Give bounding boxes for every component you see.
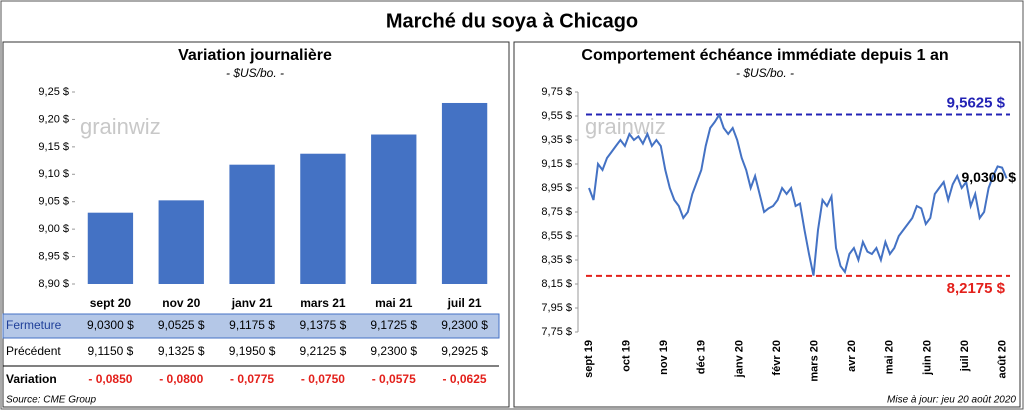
table-cell: 9,0300 $ xyxy=(87,318,134,332)
x-tick-label: mai 20 xyxy=(884,340,896,374)
table-cell: 9,0525 $ xyxy=(158,318,205,332)
y-tick-label: 7,95 $ xyxy=(541,302,572,314)
y-tick-label: 8,55 $ xyxy=(541,230,572,242)
table-cell: 9,1325 $ xyxy=(158,344,205,358)
x-tick-label: déc 19 xyxy=(696,340,708,374)
bar xyxy=(441,102,488,284)
update-date: Mise à jour: jeu 20 août 2020 xyxy=(887,395,1016,406)
x-tick-label: juil 21 xyxy=(447,296,482,310)
chart-subtitle: - $US/bo. - xyxy=(226,66,284,80)
table-cell: - 0,0775 xyxy=(230,372,274,386)
table-cell: 9,2300 $ xyxy=(441,318,488,332)
y-tick-label: 8,35 $ xyxy=(541,254,572,266)
x-tick-label: mars 20 xyxy=(809,340,821,382)
table-row-header: Variation xyxy=(6,372,57,386)
y-tick-label: 8,90 $ xyxy=(38,278,69,290)
y-tick-label: 9,05 $ xyxy=(38,196,69,208)
table-highlight-row xyxy=(2,313,500,339)
watermark: grainwiz xyxy=(585,114,666,139)
table-cell: 9,1950 $ xyxy=(229,344,276,358)
x-tick-label: févr 20 xyxy=(771,340,783,375)
table-cell: 9,2925 $ xyxy=(441,344,488,358)
table-cell: 9,1375 $ xyxy=(300,318,347,332)
x-tick-label: sept 20 xyxy=(90,296,132,310)
table-cell: - 0,0625 xyxy=(443,372,487,386)
chart-title: Comportement échéance immédiate depuis 1… xyxy=(581,47,948,64)
reference-label: 9,5625 $ xyxy=(947,94,1006,111)
bar xyxy=(300,153,346,284)
x-tick-label: nov 19 xyxy=(658,340,670,375)
table-row-header: Fermeture xyxy=(6,318,62,332)
last-value-label: 9,0300 $ xyxy=(962,169,1017,185)
x-tick-label: janv 20 xyxy=(733,340,745,378)
y-tick-label: 9,00 $ xyxy=(38,223,69,235)
table-cell: 9,1150 $ xyxy=(88,344,134,358)
table-cell: - 0,0800 xyxy=(159,372,203,386)
y-tick-label: 9,20 $ xyxy=(38,113,69,125)
source: Source: CME Group xyxy=(6,395,96,406)
y-tick-label: 9,35 $ xyxy=(541,134,572,146)
x-tick-label: mai 21 xyxy=(375,296,413,310)
line-series xyxy=(588,112,1008,276)
table-row-header: Précédent xyxy=(6,344,61,358)
bar xyxy=(158,200,204,284)
x-tick-label: oct 19 xyxy=(621,340,633,372)
x-tick-label: juil 20 xyxy=(959,340,971,372)
right-panel xyxy=(513,41,1021,408)
x-tick-label: mars 21 xyxy=(300,296,346,310)
x-tick-label: août 20 xyxy=(997,340,1009,379)
left-panel xyxy=(2,41,510,408)
bar xyxy=(87,212,134,284)
table-cell: 9,2300 $ xyxy=(370,344,417,358)
chart-title: Variation journalière xyxy=(178,47,332,64)
x-tick-label: sept 19 xyxy=(583,340,595,378)
table-cell: - 0,0575 xyxy=(372,372,416,386)
watermark: grainwiz xyxy=(80,114,161,139)
table-cell: - 0,0750 xyxy=(301,372,345,386)
y-tick-label: 9,15 $ xyxy=(541,158,572,170)
y-tick-label: 9,15 $ xyxy=(38,141,69,153)
reference-label: 8,2175 $ xyxy=(947,280,1006,297)
y-tick-label: 9,75 $ xyxy=(541,86,572,98)
table-cell: 9,1175 $ xyxy=(229,318,275,332)
x-tick-label: juin 20 xyxy=(921,340,933,376)
chart-subtitle: - $US/bo. - xyxy=(736,66,794,80)
bar xyxy=(229,164,275,284)
table-cell: 9,1725 $ xyxy=(370,318,417,332)
x-tick-label: nov 20 xyxy=(162,296,200,310)
x-tick-label: avr 20 xyxy=(846,340,858,372)
y-tick-label: 8,95 $ xyxy=(38,250,69,262)
y-tick-label: 8,95 $ xyxy=(541,182,572,194)
y-tick-label: 9,10 $ xyxy=(38,168,69,180)
y-tick-label: 9,25 $ xyxy=(38,86,69,98)
table-cell: - 0,0850 xyxy=(88,372,132,386)
y-tick-label: 8,15 $ xyxy=(541,278,572,290)
x-tick-label: janv 21 xyxy=(231,296,273,310)
y-tick-label: 8,75 $ xyxy=(541,206,572,218)
main-title: Marché du soya à Chicago xyxy=(386,10,638,32)
y-tick-label: 9,55 $ xyxy=(541,110,572,122)
table-cell: 9,2125 $ xyxy=(300,344,347,358)
bar xyxy=(371,134,417,284)
y-tick-label: 7,75 $ xyxy=(541,326,572,338)
